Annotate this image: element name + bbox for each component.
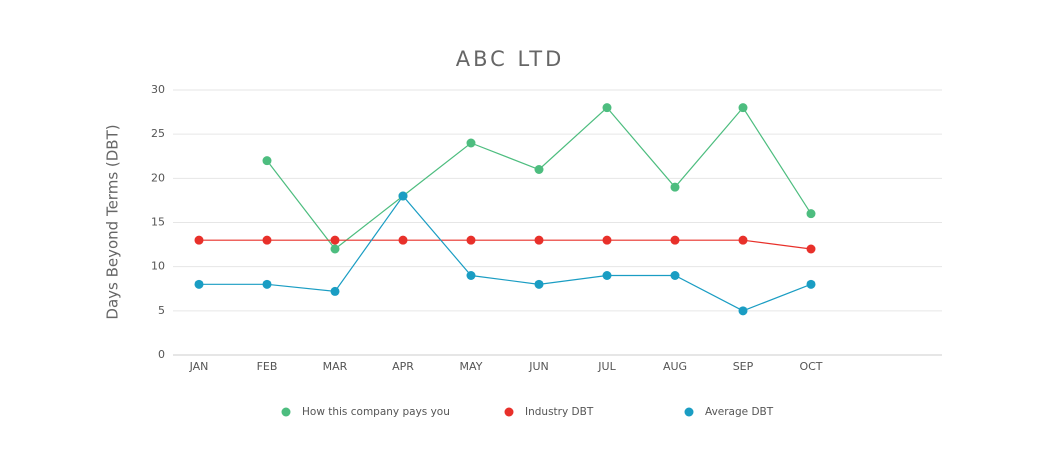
data-point xyxy=(738,306,748,316)
data-point xyxy=(330,244,340,254)
y-axis-label: Days Beyond Terms (DBT) xyxy=(104,124,122,319)
x-tick-label: JUN xyxy=(528,360,549,373)
data-point xyxy=(398,191,408,201)
legend-marker xyxy=(281,407,291,417)
data-point xyxy=(330,286,340,296)
chart-title: ABC LTD xyxy=(456,47,565,71)
data-point xyxy=(466,235,476,245)
data-point xyxy=(534,279,544,289)
data-point xyxy=(466,138,476,148)
y-tick-label: 0 xyxy=(158,348,165,361)
y-tick-label: 5 xyxy=(158,304,165,317)
data-point xyxy=(738,103,748,113)
data-point xyxy=(262,279,272,289)
y-tick-label: 25 xyxy=(151,127,165,140)
data-point xyxy=(398,235,408,245)
data-point xyxy=(194,235,204,245)
data-point xyxy=(534,235,544,245)
data-point xyxy=(806,209,816,219)
data-point xyxy=(670,271,680,280)
x-tick-label: MAY xyxy=(460,360,483,373)
series-line xyxy=(199,195,812,312)
data-point xyxy=(602,103,612,113)
series-line xyxy=(199,239,812,250)
data-point xyxy=(534,165,544,174)
legend-label: Average DBT xyxy=(705,406,774,418)
legend-label: Industry DBT xyxy=(525,406,594,418)
data-point xyxy=(330,235,340,245)
y-tick-label: 15 xyxy=(151,216,165,229)
y-tick-label: 20 xyxy=(151,171,165,184)
x-tick-label: APR xyxy=(392,360,414,373)
x-tick-label: SEP xyxy=(733,360,754,373)
data-point xyxy=(806,244,816,254)
data-point xyxy=(738,235,748,245)
data-point xyxy=(602,271,612,280)
data-point xyxy=(602,235,612,245)
y-tick-label: 30 xyxy=(151,83,165,96)
x-tick-label: FEB xyxy=(257,360,278,373)
data-point xyxy=(670,235,680,245)
data-point xyxy=(466,271,476,280)
legend-marker xyxy=(504,407,514,417)
data-point xyxy=(262,156,272,166)
legend-marker xyxy=(684,407,694,417)
x-tick-label: OCT xyxy=(799,360,822,373)
y-tick-label: 10 xyxy=(151,260,165,273)
data-point xyxy=(194,279,204,289)
x-tick-label: MAR xyxy=(323,360,348,373)
legend-label: How this company pays you xyxy=(302,406,450,418)
data-point xyxy=(670,182,680,192)
data-point xyxy=(262,235,272,245)
data-point xyxy=(806,279,816,289)
x-tick-label: JAN xyxy=(189,360,209,373)
x-tick-label: AUG xyxy=(663,360,687,373)
x-tick-label: JUL xyxy=(597,360,616,373)
